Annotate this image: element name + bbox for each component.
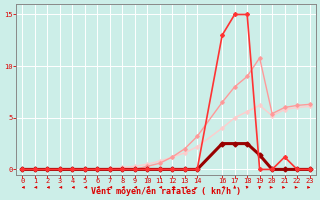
X-axis label: Vent moyen/en rafales ( kn/h ): Vent moyen/en rafales ( kn/h ) bbox=[91, 187, 241, 196]
